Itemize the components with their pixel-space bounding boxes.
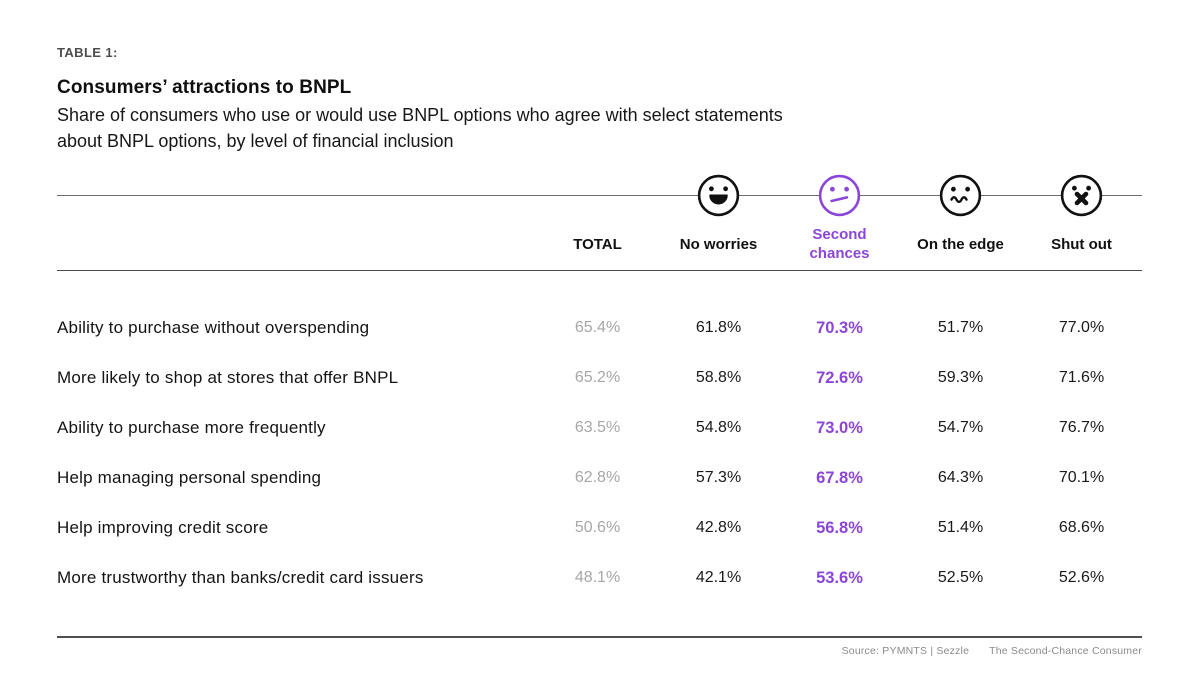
total-column-spacer — [537, 172, 658, 218]
skeptical-face-icon — [817, 173, 862, 218]
x-mouth-face-icon — [1059, 173, 1104, 218]
value-on-the-edge: 64.3% — [937, 469, 984, 486]
row-label: Ability to purchase without overspending — [57, 318, 370, 337]
worried-face-icon — [938, 173, 983, 218]
value-no-worries: 54.8% — [695, 419, 742, 436]
value-on-the-edge: 51.7% — [937, 319, 984, 336]
table-row: More trustworthy than banks/credit card … — [57, 553, 1142, 603]
row-label: Help improving credit score — [57, 518, 269, 537]
value-no-worries: 42.8% — [695, 519, 742, 536]
subtitle-line-1: Share of consumers who use or would use … — [57, 105, 783, 125]
table-row: Ability to purchase without overspending… — [57, 303, 1142, 353]
value-no-worries: 42.1% — [695, 569, 742, 586]
icon-header-row — [57, 172, 1142, 218]
row-label: Help managing personal spending — [57, 468, 322, 487]
value-total: 62.8% — [574, 469, 621, 486]
value-on-the-edge: 51.4% — [937, 519, 984, 536]
table-row: More likely to shop at stores that offer… — [57, 353, 1142, 403]
value-second-chances: 56.8% — [816, 518, 863, 537]
column-header-total: TOTAL — [573, 235, 622, 253]
column-header-no-worries: No worries — [679, 235, 758, 253]
value-shut-out: 77.0% — [1058, 319, 1105, 336]
value-second-chances: 67.8% — [816, 468, 863, 487]
value-shut-out: 71.6% — [1058, 369, 1105, 386]
value-shut-out: 52.6% — [1058, 569, 1105, 586]
column-header-row: TOTAL No worries Second chances On the e… — [57, 218, 1142, 270]
value-total: 65.4% — [574, 319, 621, 336]
happy-face-icon — [696, 173, 741, 218]
table-bottom-rule — [57, 636, 1142, 638]
row-label: Ability to purchase more frequently — [57, 418, 326, 437]
column-header-second-chances: Second chances — [809, 226, 870, 262]
column-header-on-the-edge: On the edge — [917, 235, 1004, 253]
value-shut-out: 68.6% — [1058, 519, 1105, 536]
value-on-the-edge: 52.5% — [937, 569, 984, 586]
subtitle-line-2: about BNPL options, by level of financia… — [57, 131, 454, 151]
value-on-the-edge: 59.3% — [937, 369, 984, 386]
table-kicker: TABLE 1: — [57, 45, 118, 60]
value-second-chances: 70.3% — [816, 318, 863, 337]
source-footer: Source: PYMNTS | Sezzle The Second-Chanc… — [57, 645, 1142, 657]
value-second-chances: 53.6% — [816, 568, 863, 587]
value-total: 65.2% — [574, 369, 621, 386]
table-body: Ability to purchase without overspending… — [57, 271, 1142, 603]
value-shut-out: 70.1% — [1058, 469, 1105, 486]
table-row: Help improving credit score 50.6% 42.8% … — [57, 503, 1142, 553]
data-table: TOTAL No worries Second chances On the e… — [57, 172, 1142, 657]
row-label: More trustworthy than banks/credit card … — [57, 568, 424, 587]
value-no-worries: 57.3% — [695, 469, 742, 486]
value-second-chances: 72.6% — [816, 368, 863, 387]
source-credit: Source: PYMNTS | Sezzle — [841, 645, 970, 657]
value-total: 50.6% — [574, 519, 621, 536]
table-subtitle: Share of consumers who use or would use … — [57, 102, 1142, 154]
column-header-shut-out: Shut out — [1051, 235, 1112, 253]
table-row: Ability to purchase more frequently 63.5… — [57, 403, 1142, 453]
value-shut-out: 76.7% — [1058, 419, 1105, 436]
table-figure: TABLE 1: Consumers’ attractions to BNPL … — [57, 45, 1142, 657]
value-no-worries: 58.8% — [695, 369, 742, 386]
label-column-spacer — [57, 172, 537, 218]
header-bottom-rule — [57, 270, 1142, 271]
value-no-worries: 61.8% — [695, 319, 742, 336]
report-name: The Second-Chance Consumer — [989, 645, 1142, 657]
table-row: Help managing personal spending 62.8% 57… — [57, 453, 1142, 503]
value-total: 48.1% — [574, 569, 621, 586]
table-title: Consumers’ attractions to BNPL — [57, 77, 352, 98]
value-total: 63.5% — [574, 419, 621, 436]
header-top-rule — [57, 195, 1142, 196]
value-on-the-edge: 54.7% — [937, 419, 984, 436]
row-label: More likely to shop at stores that offer… — [57, 368, 399, 387]
value-second-chances: 73.0% — [816, 418, 863, 437]
